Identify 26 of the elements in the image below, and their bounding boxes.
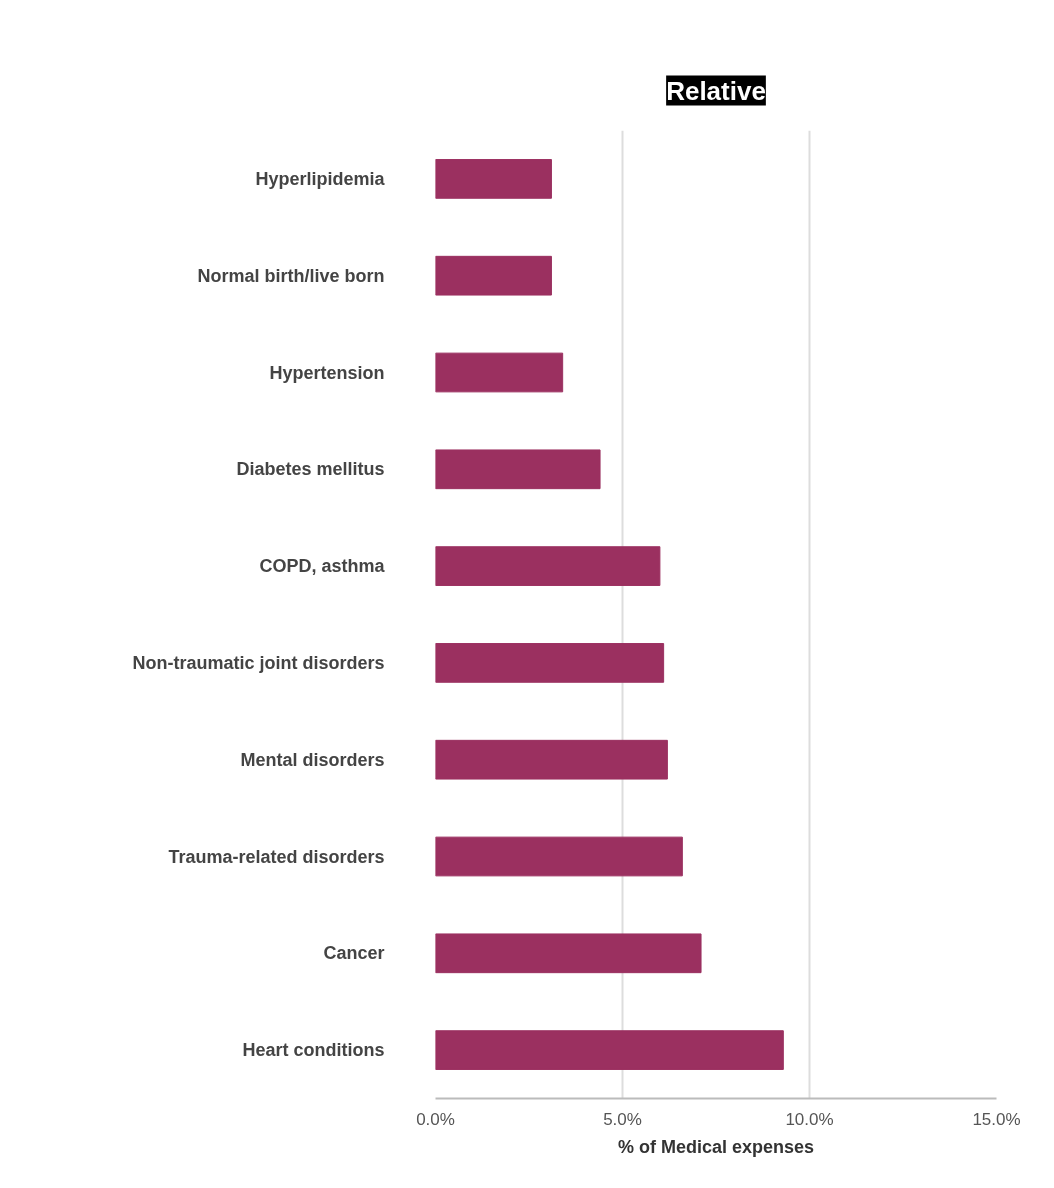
bar <box>435 546 661 586</box>
y-tick-label: Hypertension <box>269 362 385 383</box>
bar <box>435 836 683 877</box>
y-tick-label: COPD, asthma <box>259 556 386 577</box>
y-tick-label: Mental disorders <box>240 749 385 770</box>
y-tick-label: Hyperlipidemia <box>255 168 386 189</box>
y-tick-label: Trauma-related disorders <box>168 846 385 867</box>
y-tick-label: Cancer <box>323 943 385 964</box>
x-axis-title: % of Medical expenses <box>617 1136 815 1157</box>
chart-title: Relative <box>666 75 766 106</box>
y-tick-label: Heart conditions <box>242 1040 385 1061</box>
bar <box>435 352 564 393</box>
y-tick-label: Non-traumatic joint disorders <box>132 652 385 673</box>
bar <box>435 449 601 490</box>
bar <box>435 255 552 296</box>
bar <box>435 159 552 199</box>
bar <box>435 739 668 780</box>
x-tick-label: 5.0% <box>603 1109 642 1129</box>
bar <box>435 933 702 974</box>
bar <box>435 1030 784 1070</box>
x-tick-label: 10.0% <box>785 1109 834 1129</box>
y-tick-label: Normal birth/live born <box>197 265 385 286</box>
bar <box>435 643 665 683</box>
y-tick-label: Diabetes mellitus <box>236 459 385 480</box>
x-tick-label: 0.0% <box>416 1109 455 1129</box>
x-tick-label: 15.0% <box>972 1109 1021 1129</box>
